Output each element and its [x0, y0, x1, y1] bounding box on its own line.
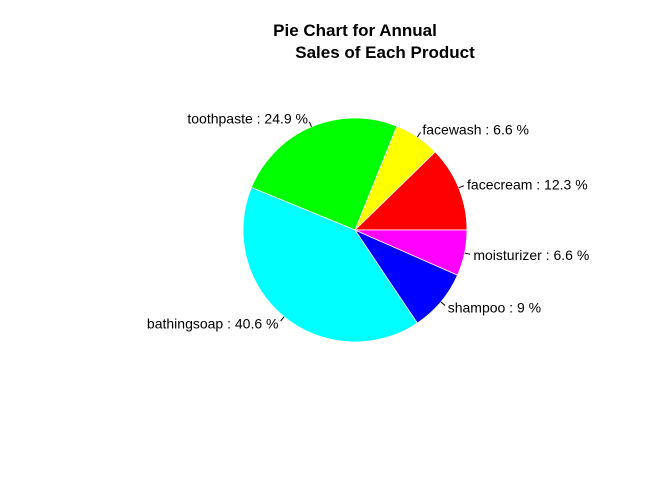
slice-label-moisturizer: moisturizer : 6.6 %: [473, 247, 589, 263]
leader-line-facecream: [458, 185, 465, 189]
leader-line-bathingsoap: [280, 316, 285, 322]
chart-title-line-1: Pie Chart for Annual: [273, 21, 437, 40]
label-leader-lines: [280, 121, 471, 322]
leader-line-moisturizer: [464, 252, 471, 255]
slice-label-bathingsoap: bathingsoap : 40.6 %: [147, 316, 279, 332]
pie-slices: [242, 117, 468, 343]
slice-label-toothpaste: toothpaste : 24.9 %: [187, 111, 308, 127]
pie-slice-facecream: [354, 151, 468, 231]
slice-label-facewash: facewash : 6.6 %: [422, 122, 529, 138]
leader-line-toothpaste: [308, 121, 312, 127]
slice-labels: facecream : 12.3 % facewash : 6.6 % toothp…: [147, 111, 589, 332]
leader-line-facewash: [416, 132, 421, 138]
pie-slice-bathingsoap: [242, 186, 418, 343]
leader-line-shampoo: [440, 301, 446, 306]
slice-label-shampoo: shampoo : 9 %: [448, 300, 541, 316]
chart-title-line-2: Sales of Each Product: [295, 43, 475, 62]
slice-label-facecream: facecream : 12.3 %: [467, 176, 588, 192]
